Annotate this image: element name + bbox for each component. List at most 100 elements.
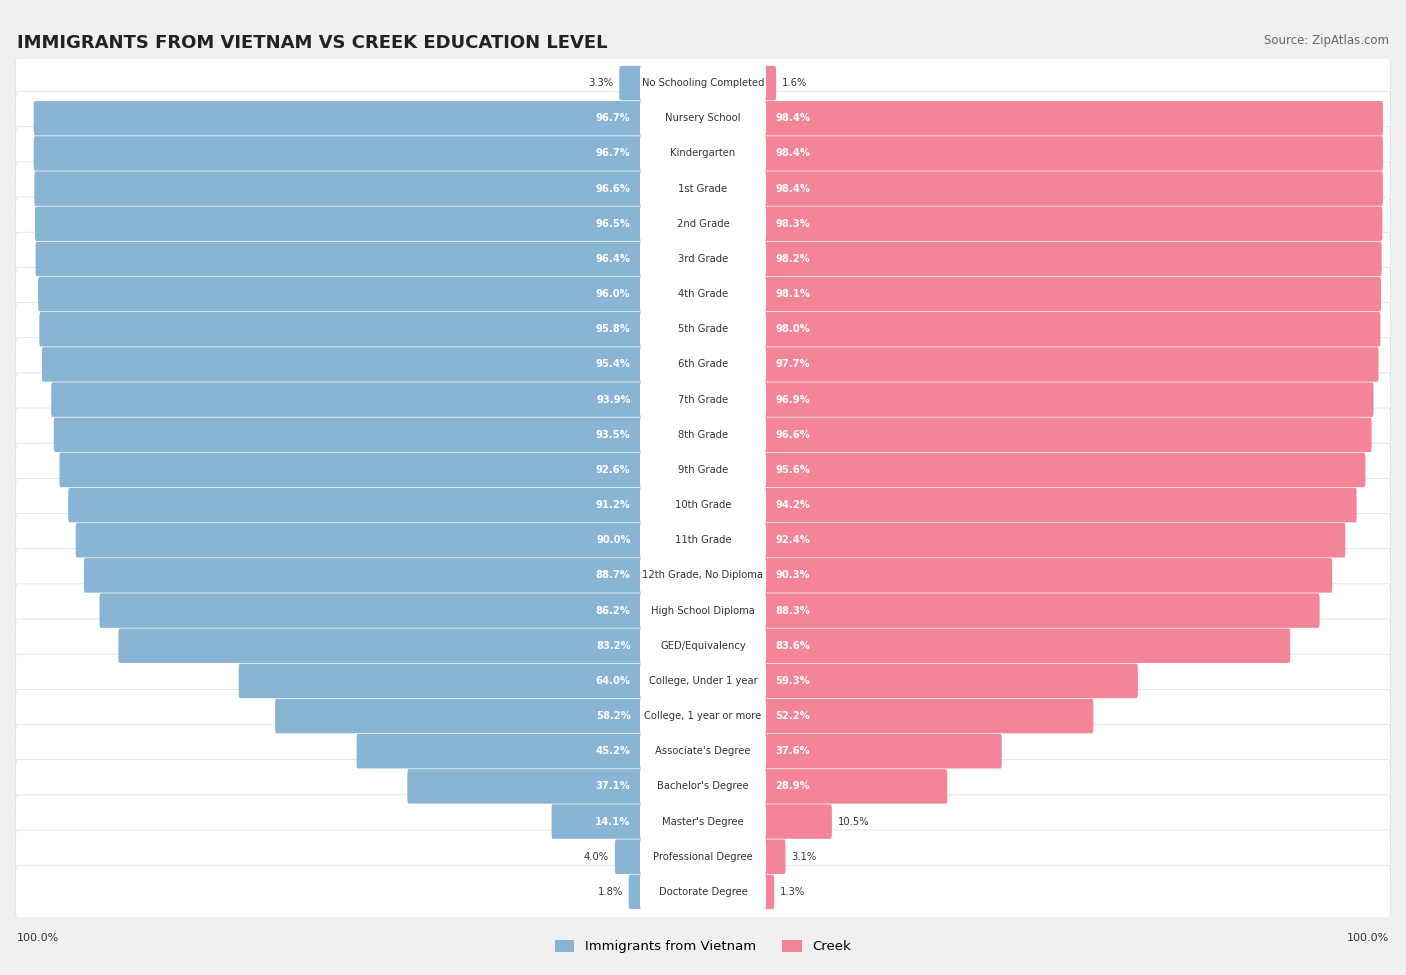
FancyBboxPatch shape (15, 197, 1391, 251)
Text: 96.6%: 96.6% (775, 430, 810, 440)
Text: Kindergarten: Kindergarten (671, 148, 735, 159)
Text: 3rd Grade: 3rd Grade (678, 254, 728, 264)
Text: 95.4%: 95.4% (596, 360, 631, 370)
FancyBboxPatch shape (39, 312, 643, 346)
Text: 96.5%: 96.5% (596, 218, 631, 229)
Text: Source: ZipAtlas.com: Source: ZipAtlas.com (1264, 34, 1389, 47)
Text: 1st Grade: 1st Grade (679, 183, 727, 194)
FancyBboxPatch shape (69, 488, 643, 523)
Text: College, 1 year or more: College, 1 year or more (644, 711, 762, 722)
FancyBboxPatch shape (763, 875, 775, 909)
FancyBboxPatch shape (763, 594, 1320, 628)
FancyBboxPatch shape (15, 514, 1391, 567)
Text: 10th Grade: 10th Grade (675, 500, 731, 510)
FancyBboxPatch shape (763, 629, 1291, 663)
FancyBboxPatch shape (34, 172, 643, 206)
FancyBboxPatch shape (15, 584, 1391, 638)
FancyBboxPatch shape (15, 830, 1391, 883)
FancyBboxPatch shape (15, 267, 1391, 321)
Text: High School Diploma: High School Diploma (651, 605, 755, 615)
FancyBboxPatch shape (763, 804, 832, 838)
Text: Professional Degree: Professional Degree (654, 852, 752, 862)
FancyBboxPatch shape (763, 347, 1378, 381)
FancyBboxPatch shape (640, 699, 766, 733)
FancyBboxPatch shape (763, 172, 1384, 206)
Text: 6th Grade: 6th Grade (678, 360, 728, 370)
FancyBboxPatch shape (763, 734, 1001, 768)
FancyBboxPatch shape (15, 162, 1391, 215)
Text: 37.1%: 37.1% (596, 781, 631, 792)
Text: 37.6%: 37.6% (775, 746, 810, 757)
Legend: Immigrants from Vietnam, Creek: Immigrants from Vietnam, Creek (550, 935, 856, 958)
FancyBboxPatch shape (408, 769, 643, 803)
FancyBboxPatch shape (15, 619, 1391, 673)
FancyBboxPatch shape (763, 312, 1381, 346)
Text: 93.9%: 93.9% (596, 395, 631, 405)
FancyBboxPatch shape (763, 769, 948, 803)
FancyBboxPatch shape (15, 408, 1391, 461)
FancyBboxPatch shape (640, 452, 766, 488)
FancyBboxPatch shape (640, 629, 766, 663)
Text: 4th Grade: 4th Grade (678, 290, 728, 299)
FancyBboxPatch shape (763, 488, 1357, 523)
FancyBboxPatch shape (640, 875, 766, 909)
Text: 95.6%: 95.6% (775, 465, 810, 475)
FancyBboxPatch shape (15, 549, 1391, 603)
FancyBboxPatch shape (15, 760, 1391, 813)
FancyBboxPatch shape (34, 136, 643, 171)
FancyBboxPatch shape (763, 101, 1384, 136)
Text: 10.5%: 10.5% (838, 816, 869, 827)
Text: 98.0%: 98.0% (775, 325, 810, 334)
FancyBboxPatch shape (763, 839, 786, 874)
Text: 96.6%: 96.6% (596, 183, 631, 194)
Text: 96.4%: 96.4% (596, 254, 631, 264)
Text: 91.2%: 91.2% (596, 500, 631, 510)
Text: No Schooling Completed: No Schooling Completed (641, 78, 765, 88)
FancyBboxPatch shape (640, 804, 766, 838)
FancyBboxPatch shape (640, 207, 766, 241)
Text: 83.2%: 83.2% (596, 641, 631, 650)
Text: Bachelor's Degree: Bachelor's Degree (657, 781, 749, 792)
FancyBboxPatch shape (763, 417, 1372, 452)
Text: Associate's Degree: Associate's Degree (655, 746, 751, 757)
FancyBboxPatch shape (15, 302, 1391, 356)
Text: 86.2%: 86.2% (596, 605, 631, 615)
Text: IMMIGRANTS FROM VIETNAM VS CREEK EDUCATION LEVEL: IMMIGRANTS FROM VIETNAM VS CREEK EDUCATI… (17, 34, 607, 52)
Text: 98.2%: 98.2% (775, 254, 810, 264)
FancyBboxPatch shape (628, 875, 643, 909)
Text: 90.0%: 90.0% (596, 535, 631, 545)
Text: 97.7%: 97.7% (775, 360, 810, 370)
FancyBboxPatch shape (100, 594, 643, 628)
FancyBboxPatch shape (38, 277, 643, 311)
FancyBboxPatch shape (640, 769, 766, 803)
FancyBboxPatch shape (763, 207, 1382, 241)
FancyBboxPatch shape (51, 382, 643, 417)
FancyBboxPatch shape (84, 558, 643, 593)
FancyBboxPatch shape (15, 57, 1391, 110)
FancyBboxPatch shape (763, 136, 1384, 171)
Text: 96.7%: 96.7% (596, 148, 631, 159)
FancyBboxPatch shape (76, 523, 643, 558)
FancyBboxPatch shape (763, 277, 1381, 311)
FancyBboxPatch shape (15, 444, 1391, 496)
FancyBboxPatch shape (357, 734, 643, 768)
FancyBboxPatch shape (276, 699, 643, 733)
FancyBboxPatch shape (42, 347, 643, 381)
FancyBboxPatch shape (15, 654, 1391, 708)
Text: 1.8%: 1.8% (598, 887, 623, 897)
Text: 90.3%: 90.3% (775, 570, 810, 580)
FancyBboxPatch shape (15, 232, 1391, 286)
FancyBboxPatch shape (640, 382, 766, 417)
Text: 92.4%: 92.4% (775, 535, 810, 545)
Text: 98.4%: 98.4% (775, 113, 810, 123)
FancyBboxPatch shape (763, 523, 1346, 558)
Text: 88.3%: 88.3% (775, 605, 810, 615)
FancyBboxPatch shape (640, 277, 766, 311)
FancyBboxPatch shape (763, 558, 1331, 593)
Text: 98.1%: 98.1% (775, 290, 810, 299)
FancyBboxPatch shape (640, 594, 766, 628)
FancyBboxPatch shape (640, 242, 766, 276)
FancyBboxPatch shape (15, 127, 1391, 180)
Text: 8th Grade: 8th Grade (678, 430, 728, 440)
FancyBboxPatch shape (53, 417, 643, 452)
